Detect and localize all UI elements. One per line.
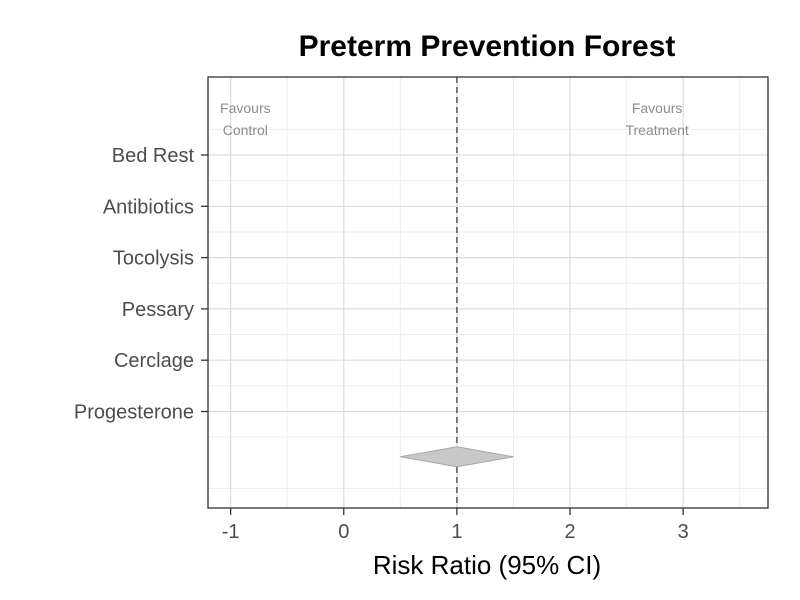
favours-control-line-2: Control [223,122,268,138]
y-axis: Bed Rest Antibiotics Tocolysis Pessary Cercl… [74,145,208,424]
y-tick-label: Antibiotics [103,196,194,218]
direction-annotations: Favours Control Favours Treatment [220,100,689,138]
chart-title: Preterm Prevention Forest [299,30,676,63]
x-axis-label: Risk Ratio (95% CI) [373,550,601,580]
panel-border [207,76,769,509]
y-tick-label: Cerclage [114,350,194,372]
favours-control-line-1: Favours [220,100,271,116]
x-tick-label: 3 [678,521,689,543]
major-grid [208,77,768,508]
favours-treatment-line-1: Favours [632,100,683,116]
summary-diamond [400,446,514,468]
y-tick-label: Pessary [122,299,194,321]
y-tick-label: Tocolysis [113,248,194,270]
x-tick-label: -1 [222,521,240,543]
x-tick-label: 1 [451,521,462,543]
x-tick-label: 2 [564,521,575,543]
x-tick-label: 0 [338,521,349,543]
y-tick-label: Progesterone [74,402,194,424]
favours-treatment-line-2: Treatment [625,122,688,138]
y-tick-label: Bed Rest [112,145,195,167]
x-axis: -1 0 1 2 3 [222,508,689,543]
minor-grid [208,77,768,508]
